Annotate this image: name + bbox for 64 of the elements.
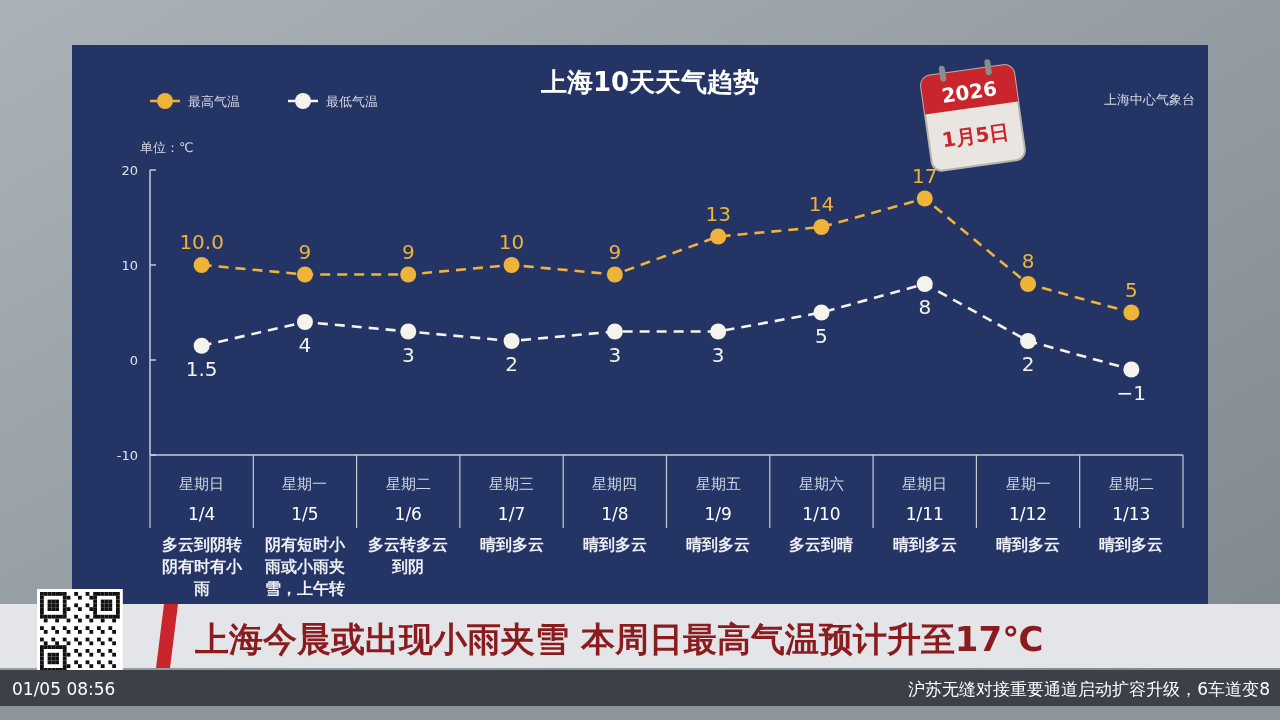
- data-label: 5: [1124, 277, 1138, 302]
- data-label: 2: [505, 352, 518, 376]
- data-label: 14: [808, 192, 835, 216]
- point: [1123, 304, 1140, 321]
- y-tick-label: 0: [129, 353, 138, 368]
- x-tick-label: 星期四 1/8 晴到多云: [582, 475, 647, 554]
- y-axis-title: 单位：℃: [140, 140, 194, 155]
- point: [1020, 333, 1037, 349]
- data-label: 10: [498, 230, 525, 254]
- point: [710, 323, 727, 340]
- legend-label: 最低气温: [326, 94, 378, 109]
- data-label: 3: [608, 342, 622, 367]
- data-label: 9: [401, 239, 415, 264]
- text: 上海今晨或出现小雨夹雪 本周日最高气温预计升至17℃: [194, 619, 1044, 659]
- x-tick-label: 星期一 1/12 晴到多云: [996, 475, 1061, 554]
- point: [916, 190, 933, 207]
- point: [813, 219, 830, 235]
- x-tick-label: 星期三 1/7 晴到多云: [479, 475, 544, 554]
- data-label: 9: [608, 239, 622, 264]
- point: [503, 257, 520, 273]
- data-label: 4: [298, 333, 312, 357]
- text: 上海中心气象台: [1104, 92, 1195, 107]
- data-label: 8: [918, 295, 932, 319]
- point: [606, 323, 623, 340]
- x-tick-label: 星期日 1/4 多云到阴转阴有时有小雨: [161, 475, 243, 598]
- point: [400, 266, 417, 283]
- y-tick-label: 10: [121, 258, 138, 273]
- data-label: −1: [1116, 380, 1147, 405]
- data-label: 2: [1021, 352, 1035, 376]
- point: [193, 337, 210, 354]
- point: [606, 266, 623, 283]
- text: 01/05 08:56: [12, 679, 116, 699]
- y-tick-label: 20: [121, 163, 138, 178]
- point: [813, 304, 830, 321]
- x-tick-label: 星期一 1/5 阴有短时小雨或小雨夹雪，上午转: [263, 475, 346, 598]
- point: [1123, 361, 1140, 378]
- chart-title: 上海10天天气趋势: [539, 67, 760, 97]
- data-label: 13: [705, 201, 731, 226]
- x-tick-label: 星期二 1/6 多云转多云到阴: [368, 475, 449, 576]
- text: 1月5日: [940, 119, 1011, 153]
- point: [296, 314, 313, 330]
- data-label: 8: [1021, 249, 1035, 273]
- text: 沪苏无缝对接重要通道启动扩容升级，6车道变8: [908, 679, 1270, 699]
- point: [296, 266, 313, 283]
- point: [710, 228, 727, 245]
- text: 2026: [940, 76, 999, 108]
- point: [916, 276, 933, 292]
- data-label: 17: [912, 163, 938, 188]
- point: [400, 323, 417, 340]
- y-tick-label: -10: [116, 448, 138, 463]
- point: [503, 333, 520, 349]
- point: [1020, 276, 1037, 292]
- x-tick-label: 星期二 1/13 晴到多云: [1099, 475, 1164, 554]
- data-label: 10.0: [179, 230, 224, 254]
- legend-label: 最高气温: [188, 94, 240, 109]
- data-label: 3: [711, 342, 725, 367]
- data-label: 5: [815, 323, 828, 348]
- x-tick-label: 星期日 1/11 晴到多云: [892, 475, 957, 554]
- data-label: 3: [401, 342, 415, 367]
- x-tick-label: 星期五 1/9 晴到多云: [686, 475, 751, 554]
- data-label: 1.5: [185, 356, 218, 381]
- point: [193, 257, 210, 273]
- x-tick-label: 星期六 1/10 多云到晴: [789, 475, 854, 554]
- data-label: 9: [298, 239, 312, 264]
